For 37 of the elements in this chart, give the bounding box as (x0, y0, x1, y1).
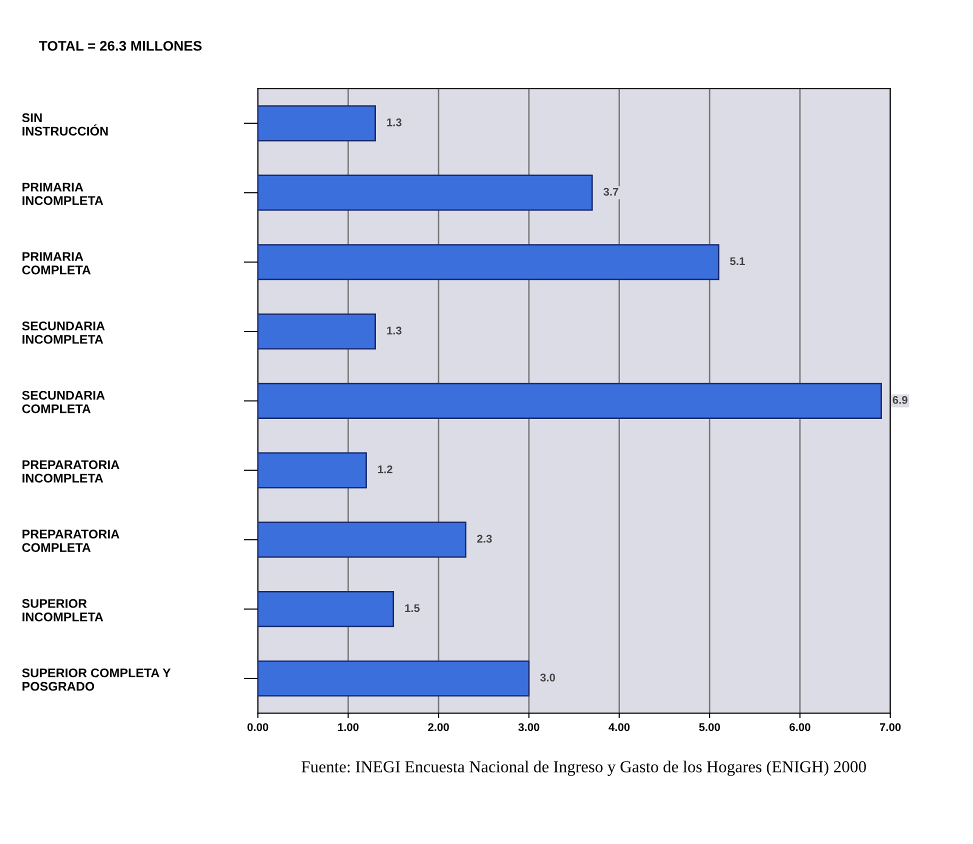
data-label: 1.2 (378, 465, 392, 474)
y-tick-label: SECUNDARIA COMPLETA (22, 390, 105, 414)
bar (258, 313, 376, 350)
x-tick-label: 3.00 (518, 723, 540, 732)
x-tick-label: 0.00 (247, 723, 268, 732)
x-tick-label: 7.00 (880, 723, 901, 732)
y-tick-label: PREPARATORIA COMPLETA (22, 530, 120, 552)
data-label: 2.3 (477, 534, 492, 543)
bar (258, 591, 394, 628)
bar (258, 522, 466, 558)
x-tick-label: 2.00 (428, 723, 449, 732)
bar (258, 105, 376, 142)
x-tick-label: 4.00 (608, 723, 630, 732)
x-tick-label: 5.00 (699, 723, 720, 732)
bar (258, 244, 720, 280)
bar (258, 660, 530, 697)
text: TOTAL = 26.3 MILLONES (39, 40, 202, 51)
y-tick-label: SUPERIOR INCOMPLETA (22, 599, 104, 622)
data-label: 1.3 (387, 118, 402, 126)
y-tick-label: PREPARATORIA INCOMPLETA (22, 460, 120, 483)
y-tick-label: SUPERIOR COMPLETA Y POSGRADO (22, 668, 171, 691)
data-label: 3.7 (604, 188, 618, 196)
x-tick-label: 1.00 (338, 723, 359, 732)
source-note: Fuente: INEGI Encuesta Nacional de Ingreso y Gasto de los Hogares (ENIGH) 2000 (301, 760, 866, 776)
data-label: 5.1 (730, 257, 745, 266)
data-label: 3.0 (540, 674, 555, 682)
data-label: 6.9 (892, 396, 908, 404)
bar (258, 382, 882, 419)
bar (258, 452, 367, 488)
y-tick-label: PRIMARIA INCOMPLETA (22, 182, 104, 206)
bar (258, 174, 593, 211)
x-tick-label: 6.00 (790, 723, 810, 732)
data-label: 1.5 (405, 604, 420, 612)
y-tick-label: SECUNDARIA INCOMPLETA (22, 321, 105, 344)
y-tick-label: SIN INSTRUCCIÓN (22, 113, 108, 136)
y-tick-label: PRIMARIA COMPLETA (22, 252, 91, 274)
data-label: 1.3 (387, 326, 402, 335)
